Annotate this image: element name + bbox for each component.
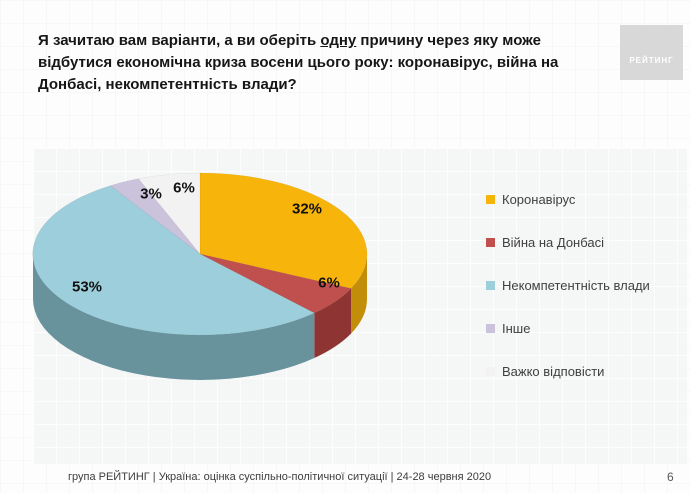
pie-slice-label-hard-to-say: 6%	[173, 179, 195, 197]
legend-item-incompetence: Некомпетентність влади	[486, 279, 650, 292]
legend-swatch-blue	[486, 281, 495, 290]
legend-item-other: Інше	[486, 322, 650, 335]
legend-swatch-lavender	[486, 324, 495, 333]
legend-label: Війна на Донбасі	[502, 235, 604, 250]
pie-slice-label-other: 3%	[140, 185, 162, 203]
legend-label: Важко відповісти	[502, 364, 605, 379]
legend-item-war-donbas: Війна на Донбасі	[486, 236, 650, 249]
legend-label: Коронавірус	[502, 192, 576, 207]
rating-logo-label: РЕЙТИНГ	[629, 56, 674, 65]
title-text-after: причину через яку може відбутися економі…	[38, 32, 559, 93]
page-number: 6	[667, 470, 674, 484]
legend-item-coronavirus: Коронавірус	[486, 193, 650, 206]
rating-group-logo: РЕЙТИНГ	[620, 25, 683, 80]
slide-title: Я зачитаю вам варіанти, а ви оберіть одн…	[38, 30, 616, 96]
title-text-before: Я зачитаю вам варіанти, а ви оберіть	[38, 32, 321, 49]
legend-label: Інше	[502, 321, 531, 336]
pie-slice-label-war-donbas: 6%	[318, 274, 340, 292]
legend-label: Некомпетентність влади	[502, 278, 650, 293]
legend-swatch-red	[486, 238, 495, 247]
pie-slice-label-incompetence: 53%	[71, 278, 103, 296]
legend-item-hard-to-say: Важко відповісти	[486, 365, 650, 378]
source-footer-text: група РЕЙТИНГ | Україна: оцінка суспільн…	[68, 471, 492, 483]
pie-slice-label-coronavirus: 32%	[291, 200, 323, 218]
title-word-underlined: одну	[320, 32, 357, 49]
chart-legend: Коронавірус Війна на Донбасі Некомпетент…	[486, 193, 650, 378]
legend-swatch-yellow	[486, 195, 495, 204]
legend-swatch-white	[486, 367, 495, 376]
